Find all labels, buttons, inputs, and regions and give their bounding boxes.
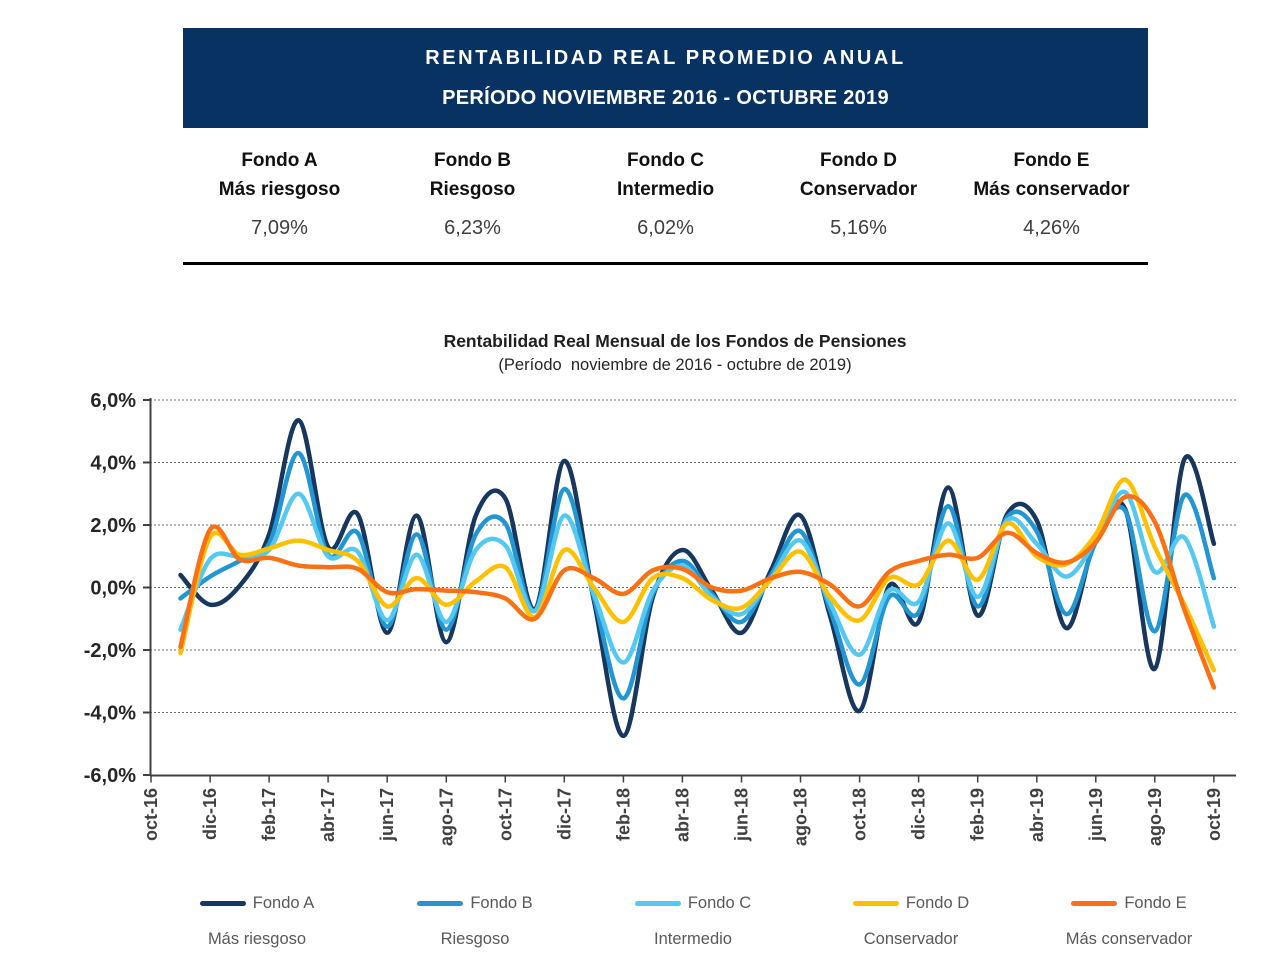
x-tick-label: dic-17 <box>554 788 574 840</box>
fund-name: Fondo B <box>433 150 512 171</box>
y-tick-label: 4,0% <box>90 453 136 475</box>
x-tick-label: ago-19 <box>1145 788 1165 846</box>
fund-annual-return-value: 4,26% <box>1023 217 1080 239</box>
legend-line-swatch <box>852 901 899 906</box>
chart-subtitle: (Período noviembre de 2016 - octubre de … <box>498 356 852 374</box>
x-tick-label: abr-17 <box>318 788 338 842</box>
legend-item-1: Fondo B Riesgoso <box>366 894 584 949</box>
legend-item-0: Fondo A Más riesgoso <box>148 894 366 949</box>
x-tick-label: feb-18 <box>613 788 633 841</box>
y-tick-label: -6,0% <box>84 765 136 787</box>
legend-entry: Fondo B <box>417 894 533 913</box>
x-tick-label: feb-17 <box>259 788 279 841</box>
fund-column-4: Fondo E Más conservador 4,26% <box>955 146 1148 240</box>
fund-name: Fondo E <box>1013 150 1090 171</box>
legend-item-4: Fondo E Más conservador <box>1020 894 1238 949</box>
legend-series-label: Fondo B <box>470 894 533 912</box>
banner-subtitle: PERÍODO NOVIEMBRE 2016 - OCTUBRE 2019 <box>442 86 889 109</box>
legend-entry: Fondo C <box>634 894 752 913</box>
series-line-fondo-b <box>178 450 1217 701</box>
x-tick-label: feb-19 <box>968 788 988 841</box>
chart-title: Rentabilidad Real Mensual de los Fondos … <box>443 331 907 351</box>
x-tick-label: jun-19 <box>1086 788 1106 842</box>
fund-name: Fondo C <box>626 150 705 171</box>
series-line-fondo-a <box>178 418 1217 739</box>
funds-summary-table: Fondo A Más riesgoso 7,09% Fondo B Riesgoso 6… <box>183 146 1148 265</box>
fund-risk-label: Más conservador <box>973 179 1130 200</box>
series-line-fondo-d <box>178 477 1217 673</box>
banner-title: RENTABILIDAD REAL PROMEDIO ANUAL <box>425 46 906 69</box>
legend-line-swatch <box>634 901 681 906</box>
fund-name: Fondo D <box>819 150 898 171</box>
legend-risk-label: Riesgoso <box>440 930 510 948</box>
legend-risk-label: Conservador <box>863 930 959 948</box>
x-tick-label: ago-18 <box>791 788 811 846</box>
legend-risk-label: Más conservador <box>1065 930 1193 948</box>
fund-risk-label: Intermedio <box>616 179 715 200</box>
legend-series-label: Fondo A <box>252 894 315 912</box>
fund-column-3: Fondo D Conservador 5,16% <box>762 146 955 240</box>
legend-risk-label: Intermedio <box>654 930 732 948</box>
legend-item-3: Fondo D Conservador <box>802 894 1020 949</box>
y-tick-label: -2,0% <box>84 640 136 662</box>
fund-column-2: Fondo C Intermedio 6,02% <box>569 146 762 240</box>
y-tick-label: 2,0% <box>90 515 136 537</box>
x-tick-label: oct-17 <box>495 788 515 841</box>
fund-annual-return-value: 5,16% <box>830 217 887 239</box>
series-line-fondo-e <box>178 493 1217 690</box>
x-tick-label: ago-17 <box>436 788 456 846</box>
x-tick-label: oct-18 <box>850 788 870 841</box>
summary-banner: RENTABILIDAD REAL PROMEDIO ANUAL PERÍODO… <box>183 28 1148 128</box>
x-tick-label: abr-18 <box>672 788 692 842</box>
x-tick-label: dic-18 <box>909 788 929 840</box>
fund-annual-return-value: 7,09% <box>251 217 308 239</box>
y-tick-label: -4,0% <box>84 703 136 725</box>
x-tick-label: abr-19 <box>1027 788 1047 842</box>
fund-annual-return-value: 6,23% <box>444 217 501 239</box>
series-line-fondo-c <box>178 489 1217 665</box>
x-tick-label: dic-16 <box>200 788 220 840</box>
x-tick-label: jun-17 <box>377 788 397 842</box>
x-tick-label: jun-18 <box>732 788 752 842</box>
fund-column-1: Fondo B Riesgoso 6,23% <box>376 146 569 240</box>
fund-risk-label: Conservador <box>799 179 918 200</box>
fund-risk-label: Más riesgoso <box>218 179 341 200</box>
fund-column-0: Fondo A Más riesgoso 7,09% <box>183 146 376 240</box>
y-tick-label: 6,0% <box>90 390 136 412</box>
y-tick-label: 0,0% <box>90 578 136 600</box>
legend-line-swatch <box>417 901 464 906</box>
legend-series-label: Fondo C <box>687 894 752 912</box>
fund-risk-label: Riesgoso <box>429 179 516 200</box>
legend-series-label: Fondo E <box>1124 894 1187 912</box>
legend-entry: Fondo D <box>852 894 970 913</box>
chart-legend: Fondo A Más riesgoso Fondo B Riesgoso Fondo … <box>148 894 1238 949</box>
x-tick-label: oct-19 <box>1204 788 1224 841</box>
x-tick-label: oct-16 <box>141 788 161 841</box>
legend-entry: Fondo A <box>199 894 315 913</box>
fund-annual-return-value: 6,02% <box>637 217 694 239</box>
legend-line-swatch <box>199 901 246 906</box>
fund-name: Fondo A <box>241 150 318 171</box>
legend-line-swatch <box>1071 901 1118 906</box>
legend-item-2: Fondo C Intermedio <box>584 894 802 949</box>
legend-risk-label: Más riesgoso <box>207 930 307 948</box>
legend-entry: Fondo E <box>1071 894 1187 913</box>
legend-series-label: Fondo D <box>905 894 970 912</box>
